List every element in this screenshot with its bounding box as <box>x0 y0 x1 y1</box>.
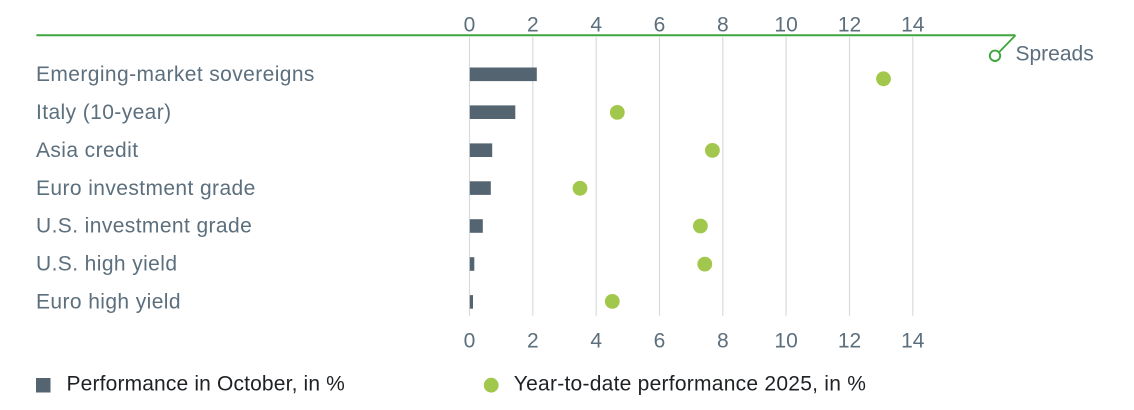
svg-text:Italy (10-year): Italy (10-year) <box>36 101 172 124</box>
svg-text:2: 2 <box>527 14 539 37</box>
svg-text:U.S. investment grade: U.S. investment grade <box>36 215 252 238</box>
svg-text:Emerging-market sovereigns: Emerging-market sovereigns <box>36 63 315 86</box>
svg-text:8: 8 <box>717 14 729 37</box>
svg-text:Year-to-date performance 2025,: Year-to-date performance 2025, in % <box>514 373 866 396</box>
svg-text:14: 14 <box>901 14 925 37</box>
svg-text:2: 2 <box>527 329 539 352</box>
svg-text:Euro high yield: Euro high yield <box>36 291 181 314</box>
svg-text:Performance in October, in %: Performance in October, in % <box>67 373 346 396</box>
svg-text:10: 10 <box>774 14 797 37</box>
svg-text:6: 6 <box>654 329 666 352</box>
svg-text:12: 12 <box>838 14 861 37</box>
svg-text:Asia credit: Asia credit <box>36 139 138 162</box>
svg-text:4: 4 <box>590 329 602 352</box>
svg-text:U.S. high yield: U.S. high yield <box>36 253 177 276</box>
svg-text:14: 14 <box>901 329 925 352</box>
svg-text:6: 6 <box>654 14 666 37</box>
svg-text:8: 8 <box>717 329 729 352</box>
svg-text:12: 12 <box>838 329 861 352</box>
svg-text:Euro investment grade: Euro investment grade <box>36 177 256 200</box>
svg-text:Spreads: Spreads <box>1016 42 1094 65</box>
svg-text:4: 4 <box>590 14 602 37</box>
svg-text:0: 0 <box>464 329 476 352</box>
svg-text:10: 10 <box>774 329 797 352</box>
svg-text:0: 0 <box>464 14 476 37</box>
